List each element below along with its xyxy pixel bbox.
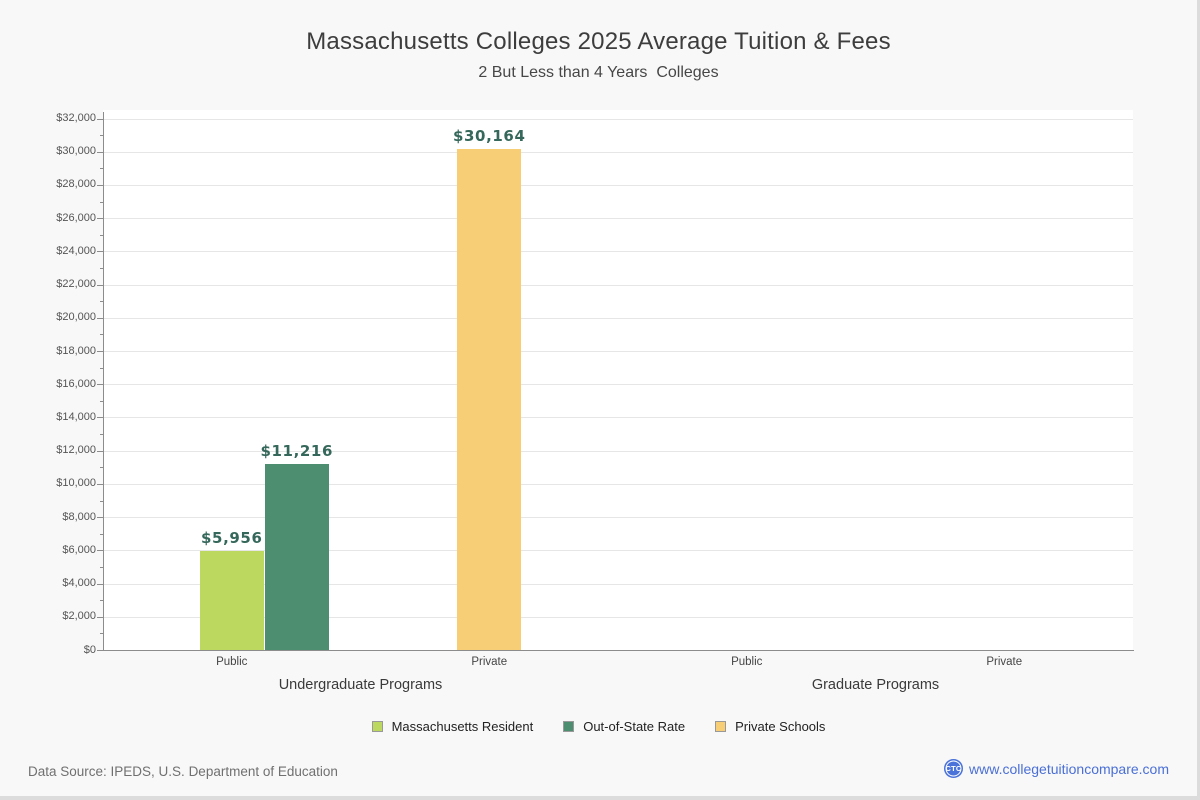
y-axis-tick xyxy=(97,583,103,585)
y-axis-tick xyxy=(97,517,103,519)
y-axis-minor-tick xyxy=(100,533,103,535)
gridline xyxy=(103,118,1133,120)
gridline xyxy=(103,218,1133,220)
y-axis-minor-tick xyxy=(100,600,103,602)
y-axis-minor-tick xyxy=(100,566,103,568)
gridline xyxy=(103,351,1133,353)
legend-item-out-of-state-rate[interactable]: Out-of-State Rate xyxy=(563,719,685,734)
y-axis-minor-tick xyxy=(100,334,103,336)
x-axis-line xyxy=(103,650,1134,651)
x-group-label: Undergraduate Programs xyxy=(278,677,443,693)
bar-value-label: $5,956 xyxy=(201,529,263,548)
y-axis-line xyxy=(103,112,104,650)
legend-label: Private Schools xyxy=(735,719,826,734)
x-category-label: Private xyxy=(471,656,508,668)
legend-item-massachusetts-resident[interactable]: Massachusetts Resident xyxy=(371,719,534,734)
x-group-label: Graduate Programs xyxy=(811,677,940,693)
y-axis-minor-tick xyxy=(100,201,103,203)
legend-swatch-icon xyxy=(563,721,575,732)
gridline xyxy=(103,284,1133,286)
legend-swatch-icon xyxy=(371,721,383,732)
gridline xyxy=(103,450,1133,452)
y-axis-minor-tick xyxy=(100,301,103,303)
gridline xyxy=(103,384,1133,386)
y-tick-label: $10,000 xyxy=(56,477,96,490)
y-axis-minor-tick xyxy=(100,234,103,236)
gridline xyxy=(103,583,1133,585)
website-link[interactable]: www.collegetuitioncompare.com xyxy=(969,760,1169,777)
y-axis-tick xyxy=(97,317,103,319)
y-axis-tick xyxy=(97,550,103,552)
gridline xyxy=(103,251,1133,253)
y-tick-label: $16,000 xyxy=(56,377,96,390)
y-axis-minor-tick xyxy=(100,467,103,469)
gridline xyxy=(103,151,1133,153)
x-category-label: Private xyxy=(986,656,1023,668)
y-tick-label: $26,000 xyxy=(56,211,96,224)
y-axis-tick xyxy=(97,483,103,485)
y-tick-label: $18,000 xyxy=(56,344,96,357)
legend-swatch-icon xyxy=(715,721,727,732)
bar-value-label: $30,164 xyxy=(452,126,526,145)
y-axis-tick xyxy=(97,417,103,419)
gridline xyxy=(103,550,1133,552)
legend-label: Massachusetts Resident xyxy=(391,719,534,734)
legend-item-private-schools[interactable]: Private Schools xyxy=(715,719,825,734)
y-axis-tick xyxy=(97,151,103,153)
y-axis-tick xyxy=(97,351,103,353)
y-tick-label: $0 xyxy=(83,643,96,656)
x-category-label: Public xyxy=(731,656,763,668)
y-axis-minor-tick xyxy=(100,168,103,170)
brand-footer: CTC www.collegetuitioncompare.com xyxy=(944,759,1169,778)
y-axis-minor-tick xyxy=(100,367,103,369)
gridline xyxy=(103,417,1133,419)
y-axis-tick xyxy=(97,616,103,618)
y-tick-label: $12,000 xyxy=(56,444,96,457)
y-axis-minor-tick xyxy=(100,500,103,502)
ctc-logo-icon: CTC xyxy=(944,759,964,778)
y-axis-minor-tick xyxy=(100,267,103,269)
bar-massachusetts-resident[interactable] xyxy=(199,551,264,650)
gridline xyxy=(103,517,1133,519)
legend: Massachusetts Resident Out-of-State Rate P… xyxy=(0,719,1197,734)
y-axis-minor-tick xyxy=(100,434,103,436)
y-axis-minor-tick xyxy=(100,633,103,635)
data-source-note: Data Source: IPEDS, U.S. Department of E… xyxy=(28,764,338,779)
gridline xyxy=(103,483,1133,485)
y-axis-tick xyxy=(97,118,103,120)
y-tick-label: $24,000 xyxy=(56,244,96,257)
y-axis-tick xyxy=(97,650,103,651)
y-axis-tick xyxy=(97,384,103,386)
y-tick-label: $30,000 xyxy=(56,145,96,158)
y-axis-tick xyxy=(97,251,103,253)
x-category-label: Public xyxy=(216,656,248,668)
gridline xyxy=(103,184,1133,186)
y-tick-label: $32,000 xyxy=(56,112,96,124)
chart-subtitle: 2 But Less than 4 Years Colleges xyxy=(478,64,719,81)
y-tick-label: $4,000 xyxy=(62,577,96,590)
y-axis-tick xyxy=(97,284,103,286)
y-tick-label: $22,000 xyxy=(56,278,96,291)
y-axis-minor-tick xyxy=(100,400,103,402)
y-tick-label: $20,000 xyxy=(56,311,96,324)
bar-value-label: $11,216 xyxy=(260,441,334,460)
bar-out-of-state-rate[interactable] xyxy=(264,463,329,650)
y-axis-tick xyxy=(97,184,103,186)
y-tick-label: $14,000 xyxy=(56,410,96,423)
y-tick-label: $2,000 xyxy=(62,610,96,623)
bar-private-schools[interactable] xyxy=(457,148,522,650)
y-tick-label: $8,000 xyxy=(62,510,96,523)
chart-title: Massachusetts Colleges 2025 Average Tuit… xyxy=(306,28,891,55)
legend-label: Out-of-State Rate xyxy=(583,719,686,734)
y-tick-label: $6,000 xyxy=(62,543,96,556)
y-axis-tick xyxy=(97,450,103,452)
gridline xyxy=(103,616,1133,618)
gridline xyxy=(103,317,1133,319)
y-tick-label: $28,000 xyxy=(56,178,96,191)
y-axis-minor-tick xyxy=(100,135,103,137)
y-axis-tick xyxy=(97,218,103,220)
